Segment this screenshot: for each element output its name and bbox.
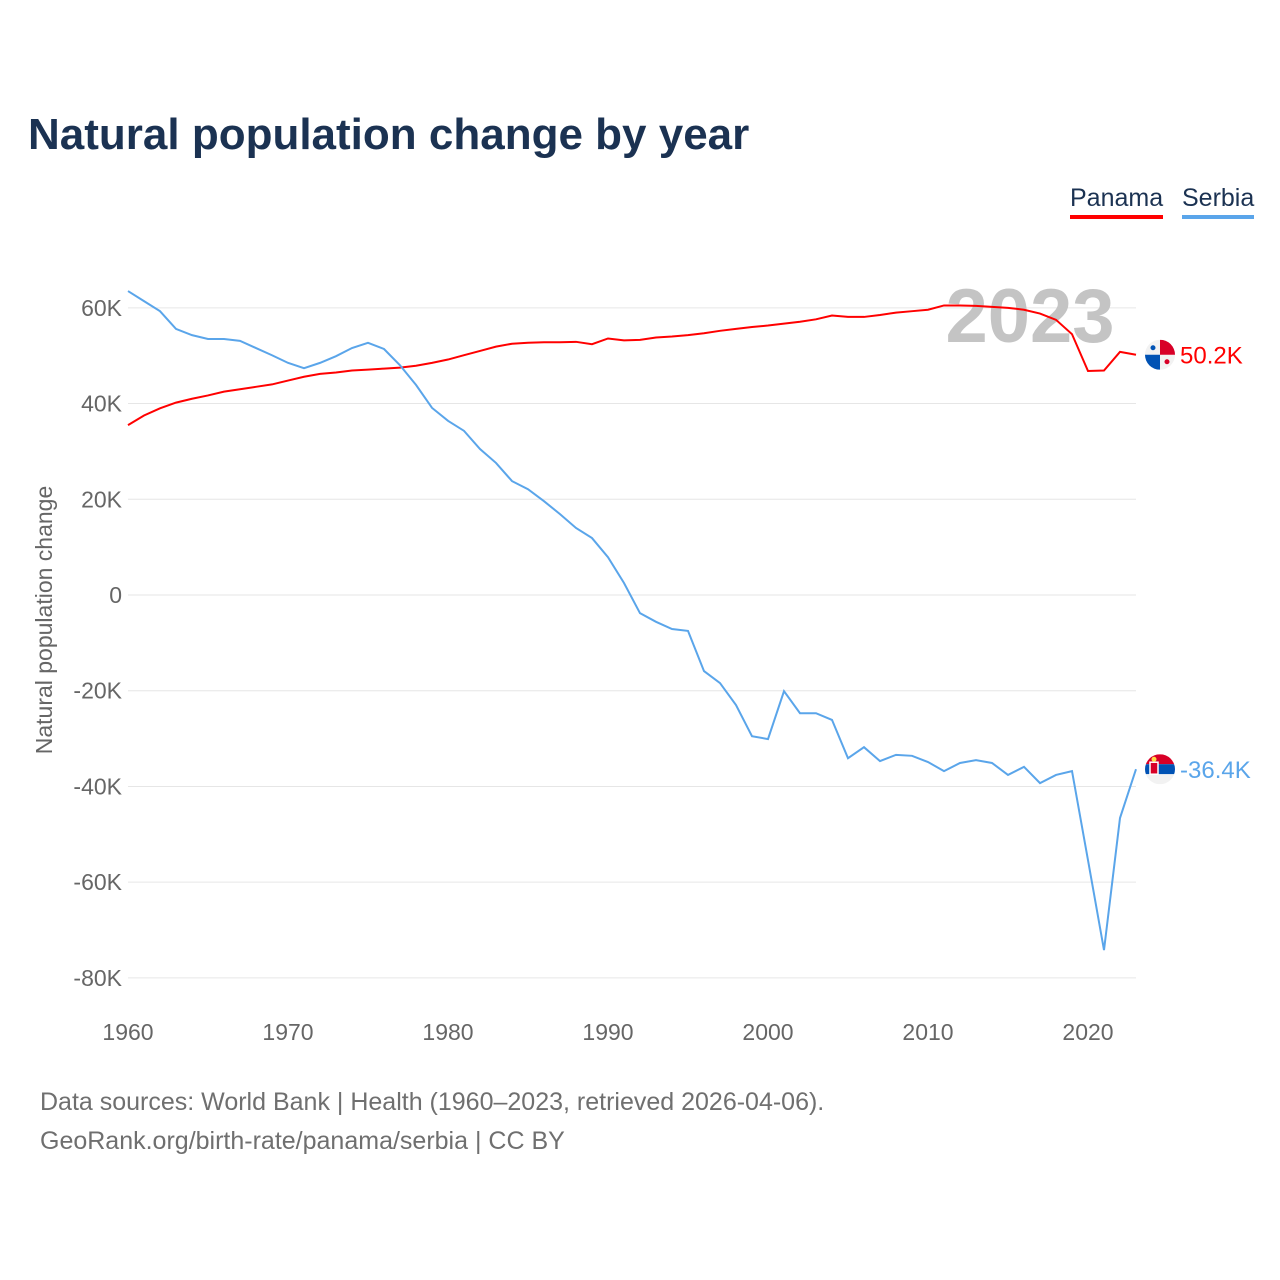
end-value-label: -36.4K <box>1180 757 1251 784</box>
x-tick-label: 1990 <box>582 1019 633 1045</box>
y-axis-label: Natural population change <box>31 486 57 755</box>
y-tick-label: -20K <box>73 678 122 704</box>
x-tick-label: 2000 <box>742 1019 793 1045</box>
y-tick-label: 0 <box>109 582 122 608</box>
series-line-serbia[interactable] <box>127 290 1137 951</box>
x-tick-label: 1980 <box>422 1019 473 1045</box>
y-tick-label: 20K <box>81 486 123 512</box>
chart-title: Natural population change by year <box>28 110 750 159</box>
source-url[interactable]: GeoRank.org/birth-rate/panama/serbia | C… <box>40 1127 565 1155</box>
source-line: Data sources: World Bank | Health (1960–… <box>40 1088 825 1116</box>
y-tick-label: -80K <box>73 965 122 991</box>
legend-serbia[interactable]: Serbia <box>1182 184 1255 219</box>
legend-panama[interactable]: Panama <box>1070 184 1164 219</box>
end-value-label: 50.2K <box>1180 343 1243 370</box>
x-tick-label: 2010 <box>902 1019 953 1045</box>
x-tick-label: 1960 <box>102 1019 153 1045</box>
y-tick-label: 40K <box>81 391 123 417</box>
year-watermark: 2023 <box>945 274 1114 359</box>
x-tick-label: 2020 <box>1062 1019 1113 1045</box>
series-line-panama[interactable] <box>127 304 1137 426</box>
y-tick-label: -60K <box>73 869 122 895</box>
serbia-flag-icon <box>1145 754 1175 785</box>
y-tick-label: -40K <box>73 773 122 799</box>
panama-flag-icon <box>1145 339 1175 370</box>
x-tick-label: 1970 <box>262 1019 313 1045</box>
y-tick-label: 60K <box>81 295 123 321</box>
